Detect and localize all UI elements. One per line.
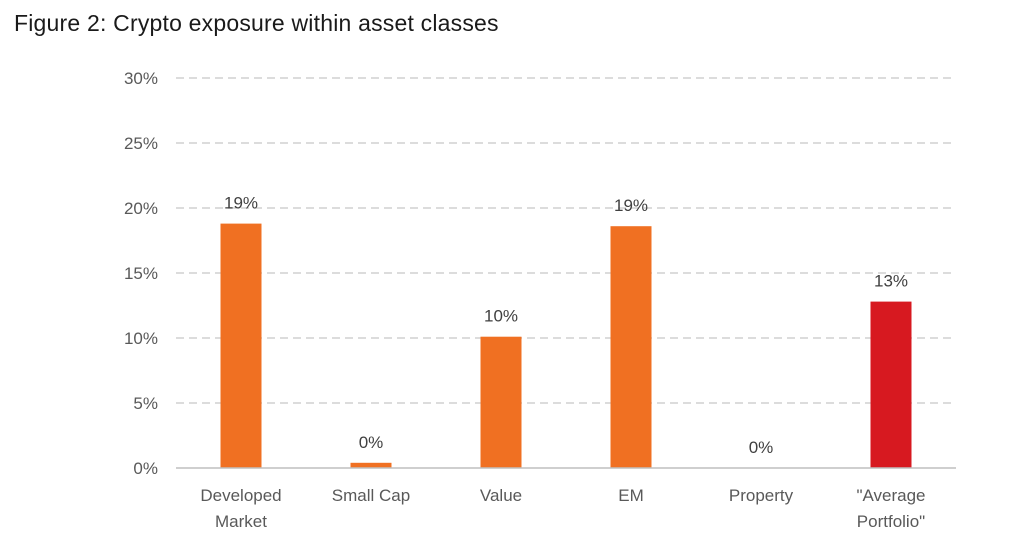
y-tick-label: 30% — [124, 69, 158, 88]
bar — [610, 226, 652, 468]
x-category-label: Property — [729, 486, 794, 505]
gridlines — [176, 77, 956, 404]
x-category-label: Small Cap — [332, 486, 410, 505]
x-axis-categories: Developed Market Small Cap Value EM Property "… — [200, 486, 925, 531]
data-label: 19% — [614, 196, 648, 215]
bar — [480, 336, 522, 468]
bars — [220, 223, 912, 468]
y-tick-label: 10% — [124, 329, 158, 348]
y-tick-label: 0% — [133, 459, 158, 478]
data-label: 19% — [224, 194, 258, 213]
y-tick-label: 25% — [124, 134, 158, 153]
y-tick-label: 20% — [124, 199, 158, 218]
x-category-label: "Average — [856, 486, 925, 505]
y-tick-label: 5% — [133, 394, 158, 413]
x-category-label: Market — [215, 512, 267, 531]
bar — [870, 301, 912, 468]
y-tick-label: 15% — [124, 264, 158, 283]
bar — [220, 223, 262, 468]
x-category-label: Value — [480, 486, 522, 505]
data-label: 13% — [874, 272, 908, 291]
data-labels: 19% 0% 10% 19% 0% 13% — [224, 194, 908, 457]
data-label: 10% — [484, 307, 518, 326]
x-category-label: EM — [618, 486, 644, 505]
bar — [350, 462, 392, 468]
data-label: 0% — [359, 433, 384, 452]
data-label: 0% — [749, 438, 774, 457]
chart-title: Figure 2: Crypto exposure within asset c… — [14, 10, 499, 36]
y-axis-ticks: 0% 5% 10% 15% 20% 25% 30% — [124, 69, 158, 478]
x-category-label: Developed — [200, 486, 281, 505]
x-category-label: Portfolio" — [857, 512, 925, 531]
